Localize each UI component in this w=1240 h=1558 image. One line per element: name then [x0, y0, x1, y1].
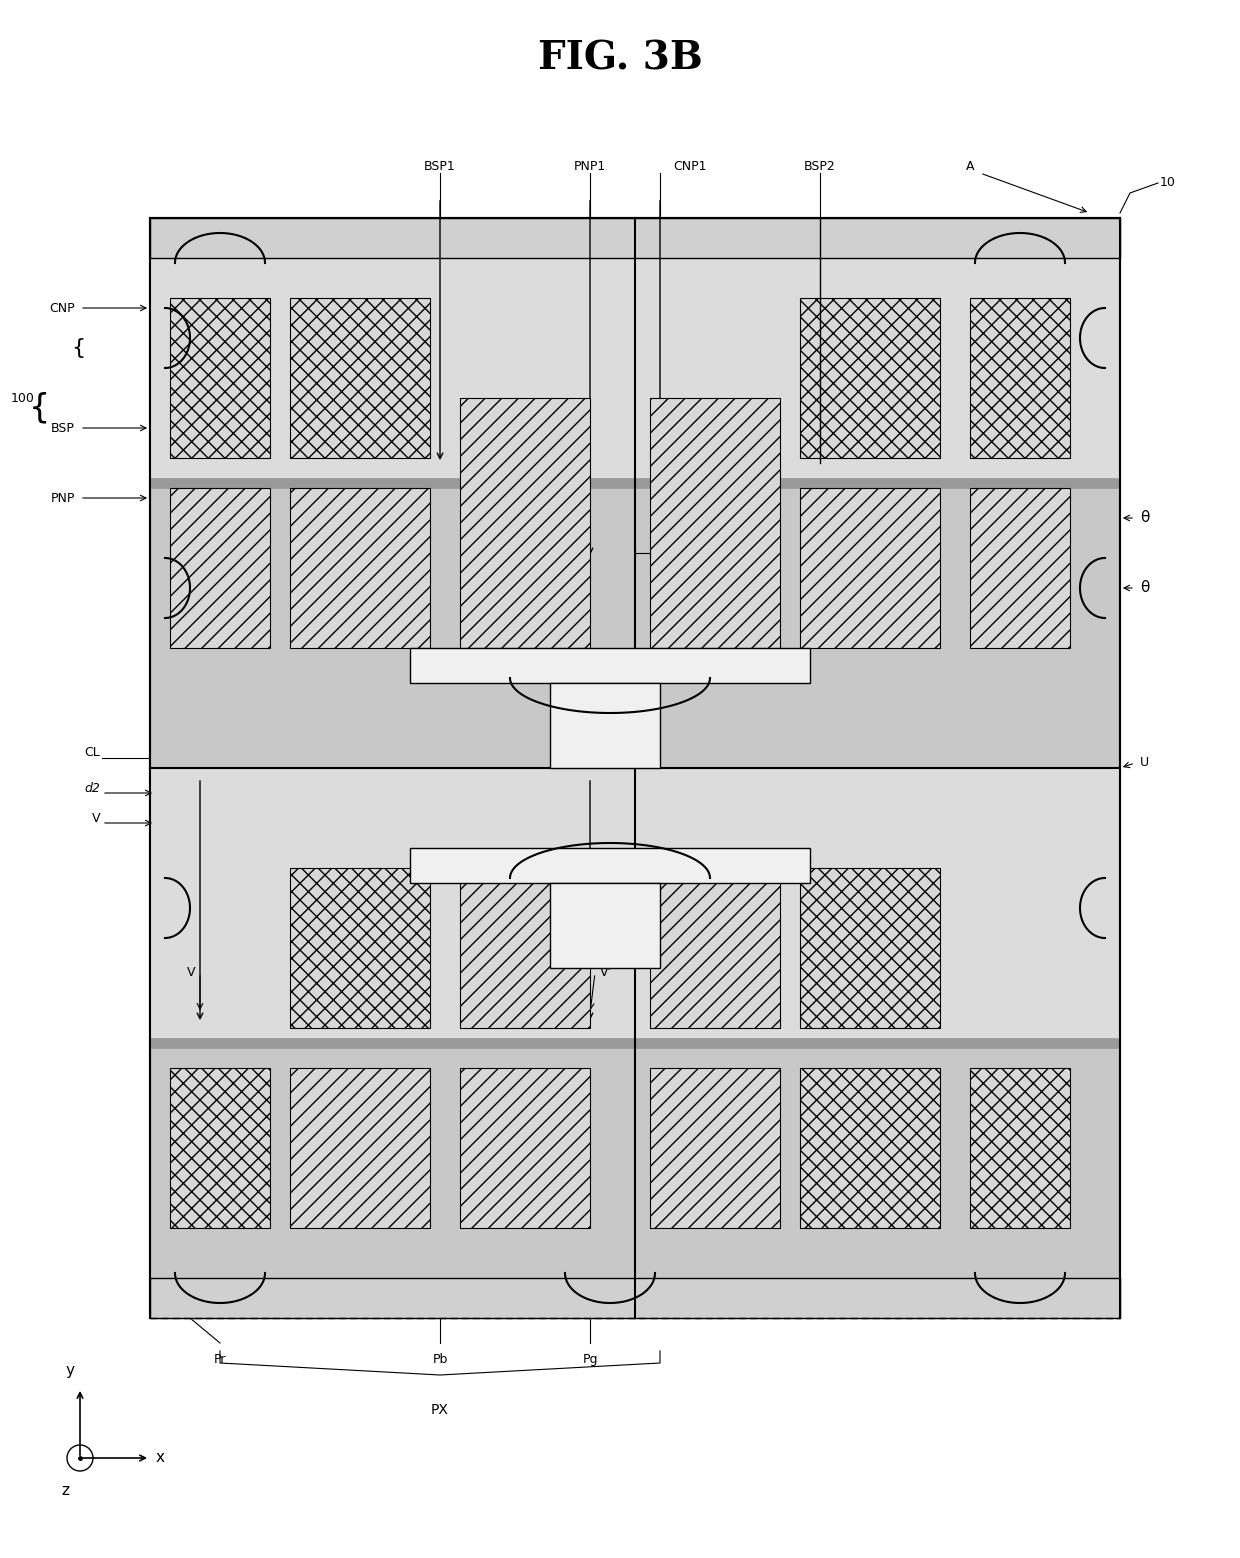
Text: BSP2: BSP2	[804, 160, 836, 173]
Text: V': V'	[600, 966, 613, 980]
Bar	[410, 648, 810, 682]
Bar	[150, 1038, 1120, 1049]
Text: BSP1: BSP1	[424, 160, 456, 173]
Bar	[800, 488, 940, 648]
Bar	[150, 478, 1120, 488]
Bar	[150, 218, 1120, 259]
Text: V: V	[186, 966, 195, 980]
Text: PNP1: PNP1	[574, 160, 606, 173]
Text: {: {	[29, 391, 50, 424]
Bar	[290, 1067, 430, 1228]
Bar	[290, 488, 430, 648]
Text: θ: θ	[1140, 581, 1149, 595]
Bar	[150, 218, 1120, 483]
Text: V: V	[92, 812, 100, 824]
Text: CNP: CNP	[50, 302, 74, 315]
Text: d1: d1	[711, 531, 725, 544]
Text: 100: 100	[11, 391, 35, 405]
Text: z: z	[61, 1483, 69, 1497]
Bar	[170, 488, 270, 648]
Bar	[290, 868, 430, 1028]
Text: BSP: BSP	[51, 422, 74, 435]
Bar	[460, 397, 590, 648]
Text: d2: d2	[84, 782, 100, 795]
Text: A: A	[966, 160, 975, 173]
Text: y: y	[66, 1363, 74, 1377]
Bar	[551, 682, 660, 768]
Text: Pb: Pb	[433, 1352, 448, 1366]
Text: x: x	[155, 1450, 165, 1466]
Bar	[800, 868, 940, 1028]
Bar	[150, 1278, 1120, 1318]
Bar	[970, 298, 1070, 458]
Bar	[551, 883, 660, 968]
Bar	[970, 1067, 1070, 1228]
Bar	[170, 298, 270, 458]
Text: Pr: Pr	[213, 1352, 226, 1366]
Bar	[410, 848, 810, 883]
Text: Pg: Pg	[583, 1352, 598, 1366]
Bar	[170, 1067, 270, 1228]
Text: CL: CL	[84, 746, 100, 759]
Text: {: {	[71, 338, 86, 358]
Text: 10: 10	[1159, 176, 1176, 190]
Text: PX: PX	[432, 1404, 449, 1416]
Bar	[460, 868, 590, 1028]
Bar	[800, 1067, 940, 1228]
Bar	[970, 488, 1070, 648]
Bar	[150, 768, 1120, 1042]
Text: U: U	[1140, 757, 1149, 770]
Bar	[290, 298, 430, 458]
Bar	[460, 1067, 590, 1228]
Bar	[800, 298, 940, 458]
Text: FIG. 3B: FIG. 3B	[538, 39, 702, 76]
Text: PNP: PNP	[51, 491, 74, 505]
Text: θ: θ	[1140, 511, 1149, 525]
Bar	[650, 868, 780, 1028]
Bar	[650, 397, 780, 648]
Bar	[650, 1067, 780, 1228]
Text: CNP1: CNP1	[673, 160, 707, 173]
Bar	[150, 218, 1120, 1318]
